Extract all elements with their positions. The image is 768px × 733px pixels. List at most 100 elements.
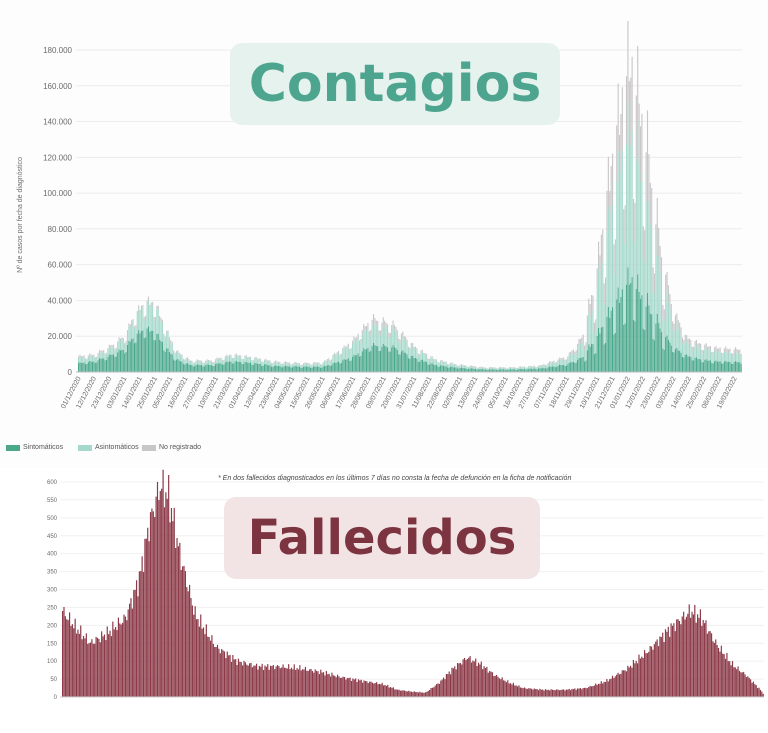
bar-fallecidos [140, 571, 142, 697]
bar-no-registrado [374, 318, 376, 324]
bar-asintomaticos [393, 329, 396, 348]
bar-sintomaticos [143, 338, 145, 372]
bar-asintomaticos [240, 356, 242, 362]
bar-fallecidos [487, 672, 489, 697]
bar-sintomaticos [530, 368, 533, 372]
bar-asintomaticos [449, 363, 451, 367]
bar-no-registrado [298, 363, 300, 364]
bar-no-registrado [603, 283, 605, 304]
bar-fallecidos [108, 634, 110, 697]
bar-no-registrado [242, 359, 245, 361]
bar-asintomaticos [497, 368, 499, 370]
bar-no-registrado [395, 326, 397, 332]
bar-fallecidos [116, 630, 118, 697]
bar-fallecidos [638, 654, 640, 697]
bar-sintomaticos [579, 358, 581, 372]
bar-fallecidos [109, 630, 111, 697]
bar-no-registrado [370, 329, 372, 335]
bar-fallecidos [341, 677, 343, 697]
bar-sintomaticos [117, 352, 119, 372]
bar-asintomaticos [533, 366, 535, 369]
bar-no-registrado [697, 343, 699, 349]
bar-sintomaticos [684, 354, 686, 372]
bar-sintomaticos [483, 369, 485, 372]
bar-sintomaticos [322, 366, 324, 372]
bar-fallecidos [498, 678, 501, 697]
bar-no-registrado [663, 309, 665, 322]
bar-no-registrado [343, 345, 345, 348]
bar-no-registrado [248, 356, 250, 359]
bar-no-registrado [424, 353, 426, 355]
bar-no-registrado [528, 366, 530, 367]
bar-no-registrado [297, 362, 299, 364]
bar-asintomaticos [672, 330, 674, 352]
bar-fallecidos [635, 660, 637, 697]
bar-fallecidos [575, 689, 577, 697]
bar-sintomaticos [704, 359, 706, 372]
bar-no-registrado [585, 342, 587, 348]
bar-sintomaticos [111, 354, 113, 372]
bar-fallecidos [395, 689, 397, 697]
bar-sintomaticos [138, 330, 140, 372]
bar-fallecidos [459, 662, 461, 697]
bar-asintomaticos [226, 356, 228, 362]
bar-fallecidos [250, 662, 252, 697]
bar-fallecidos [465, 660, 467, 697]
y-tick-label: 40.000 [48, 296, 73, 305]
bar-fallecidos [525, 688, 527, 697]
bar-no-registrado [107, 348, 109, 350]
bar-fallecidos [624, 670, 626, 697]
bar-fallecidos [422, 692, 424, 697]
bar-no-registrado [596, 268, 598, 290]
bar-sintomaticos [691, 360, 693, 372]
bar-no-registrado [335, 353, 337, 356]
bar-sintomaticos [268, 365, 270, 372]
bar-fallecidos [88, 643, 90, 697]
bar-asintomaticos [714, 351, 716, 362]
bar-fallecidos [561, 689, 563, 697]
bar-sintomaticos [124, 353, 126, 372]
bar-sintomaticos [363, 348, 365, 372]
bar-no-registrado [212, 362, 214, 364]
bar-asintomaticos [572, 352, 574, 362]
bar-fallecidos [426, 691, 428, 697]
bar-fallecidos [505, 682, 507, 697]
bar-sintomaticos [709, 360, 711, 372]
bar-asintomaticos [407, 348, 410, 359]
bar-sintomaticos [424, 361, 426, 372]
bar-no-registrado [398, 338, 400, 342]
bar-asintomaticos [659, 270, 661, 329]
bar-no-registrado [564, 359, 566, 362]
bar-no-registrado [283, 362, 285, 364]
bar-sintomaticos [242, 364, 245, 372]
bar-sintomaticos [209, 364, 211, 372]
bar-sintomaticos [275, 365, 277, 372]
bar-fallecidos [226, 651, 228, 697]
bar-no-registrado [719, 347, 721, 352]
bar-fallecidos [510, 683, 512, 697]
bar-asintomaticos [645, 200, 647, 307]
bar-fallecidos [399, 690, 401, 697]
bar-fallecidos [558, 690, 561, 697]
bar-sintomaticos [445, 366, 447, 372]
bar-asintomaticos [632, 238, 635, 320]
bar-sintomaticos [398, 354, 400, 372]
bar-fallecidos [394, 689, 396, 697]
bar-asintomaticos [660, 279, 663, 333]
bar-asintomaticos [410, 345, 412, 356]
bar-asintomaticos [609, 233, 611, 318]
bar-asintomaticos [614, 269, 616, 333]
bar-fallecidos [529, 688, 531, 697]
bar-no-registrado [612, 153, 614, 205]
bar-asintomaticos [631, 129, 633, 277]
bar-no-registrado [233, 358, 235, 360]
bar-no-registrado [621, 87, 623, 152]
bar-fallecidos [357, 679, 360, 697]
bar-asintomaticos [291, 364, 293, 368]
bar-sintomaticos [701, 362, 703, 372]
bar-no-registrado [121, 337, 123, 340]
bar-asintomaticos [540, 365, 542, 369]
bar-sintomaticos [711, 363, 713, 372]
bar-asintomaticos [628, 148, 630, 285]
bar-fallecidos [473, 661, 475, 697]
